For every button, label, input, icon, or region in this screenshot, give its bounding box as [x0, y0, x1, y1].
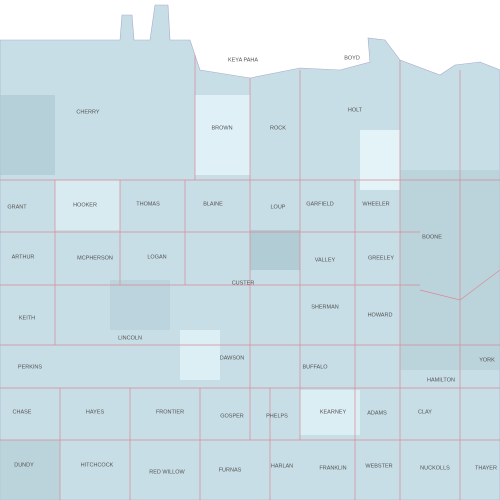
county-label: HAYES [86, 409, 105, 415]
county-label: KEYA PAHA [228, 57, 258, 63]
county-label: HARLAN [271, 463, 293, 469]
county-label: HAMILTON [427, 377, 455, 383]
county-label: CUSTER [232, 280, 255, 286]
county-label: YORK [479, 357, 495, 363]
county-label: VALLEY [315, 257, 336, 263]
county-label: HOOKER [73, 202, 97, 208]
county-lines [0, 55, 500, 500]
county-label: DUNDY [14, 462, 34, 468]
county-label: CLAY [418, 409, 432, 415]
county-label: PHELPS [266, 413, 288, 419]
county-label: BUFFALO [302, 364, 328, 370]
county-label: FRANKLIN [319, 465, 346, 471]
county-label: NUCKOLLS [420, 465, 450, 471]
county-label: WEBSTER [365, 463, 392, 469]
county-label: KEITH [19, 315, 35, 321]
county-label: ROCK [270, 125, 286, 131]
county-label: HOLT [348, 107, 363, 113]
county-label: GRANT [7, 204, 27, 210]
county-label: BOYD [344, 55, 360, 61]
county-label: FURNAS [219, 467, 242, 473]
county-label: FRONTIER [156, 409, 184, 415]
county-label: PERKINS [18, 364, 42, 370]
county-label: GREELEY [368, 255, 394, 261]
county-label: MCPHERSON [77, 255, 113, 261]
county-label: HOWARD [368, 312, 393, 318]
county-label: CHERRY [76, 109, 99, 115]
county-label: HITCHCOCK [81, 462, 114, 468]
county-label: WHEELER [362, 201, 389, 207]
county-label: THOMAS [136, 201, 160, 207]
county-label: GOSPER [220, 413, 244, 419]
county-label: BROWN [211, 125, 232, 131]
county-label: ARTHUR [12, 254, 35, 260]
county-label: THAYER [475, 465, 497, 471]
county-label: DAWSON [220, 355, 245, 361]
county-label: ADAMS [367, 410, 387, 416]
county-label: GARFIELD [306, 201, 334, 207]
county-labels: KEYA PAHA BOYD CHERRY BROWN ROCK HOLT GRANT HOO… [7, 55, 497, 475]
county-label: BLAINE [203, 201, 223, 207]
county-label: BOONE [422, 234, 442, 240]
county-label: SHERMAN [311, 304, 339, 310]
county-label: KEARNEY [320, 409, 347, 415]
county-label: CHASE [13, 409, 32, 415]
county-label: LINCOLN [118, 335, 142, 341]
county-label: LOUP [271, 204, 286, 210]
county-label: RED WILLOW [149, 469, 185, 475]
county-label: LOGAN [147, 254, 166, 260]
